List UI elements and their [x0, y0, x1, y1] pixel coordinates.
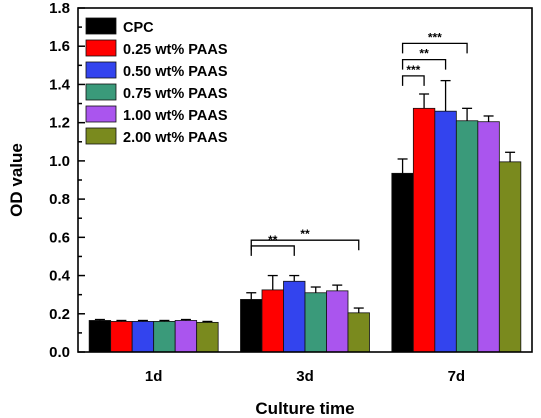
legend-label: 1.00 wt% PAAS — [123, 108, 228, 124]
bar — [391, 172, 414, 353]
significance-bracket — [401, 58, 447, 70]
significance-bracket — [401, 75, 425, 86]
legend-label: 0.50 wt% PAAS — [123, 64, 228, 80]
plot-frame — [77, 7, 533, 353]
legend-swatch — [85, 17, 117, 35]
bar — [347, 312, 370, 353]
y-tick-label: 1.2 — [49, 115, 70, 132]
bar — [304, 292, 327, 353]
bar — [326, 290, 349, 353]
y-axis-label: OD value — [7, 143, 26, 217]
bar — [434, 110, 457, 353]
bar — [88, 320, 112, 353]
significance-label: ** — [419, 47, 429, 61]
y-tick-label: 1.8 — [49, 0, 70, 17]
bar — [110, 321, 133, 353]
bar — [240, 299, 263, 353]
y-tick-label: 0.0 — [49, 344, 70, 361]
legend-swatch — [85, 39, 117, 57]
legend-label: 2.00 wt% PAAS — [123, 130, 228, 146]
x-tick-label: 3d — [296, 368, 314, 385]
bar — [283, 280, 306, 353]
x-tick-label: 1d — [145, 368, 163, 385]
significance-label: *** — [428, 30, 442, 44]
bar — [153, 321, 176, 353]
legend-swatch — [85, 61, 117, 79]
significance-bracket — [401, 42, 468, 54]
bar — [412, 107, 436, 353]
legend-label: 0.75 wt% PAAS — [123, 86, 228, 102]
legend-label: CPC — [123, 20, 154, 36]
significance-label: *** — [406, 63, 420, 77]
significance-bracket — [250, 245, 295, 256]
x-axis-ticks: 1d 3d 7d — [145, 346, 465, 385]
y-tick-label: 0.4 — [49, 268, 71, 285]
bar — [174, 320, 198, 353]
legend-swatch — [85, 83, 117, 101]
legend: CPC 0.25 wt% PAAS 0.50 wt% PAAS 0.75 wt% PA… — [85, 17, 228, 146]
bar — [131, 321, 155, 353]
legend-label: 0.25 wt% PAAS — [123, 42, 228, 58]
bar — [498, 161, 522, 353]
y-tick-label: 1.6 — [49, 38, 70, 55]
bar — [477, 121, 500, 353]
y-axis-ticks: 0.0 0.2 0.4 0.6 0.8 1.0 1.2 1.4 1.6 1.8 — [49, 0, 85, 361]
legend-swatch — [85, 105, 117, 123]
bar-series — [88, 107, 522, 353]
error-bars — [94, 79, 516, 323]
x-axis-label: Culture time — [255, 399, 354, 418]
y-tick-label: 0.6 — [49, 229, 70, 246]
y-tick-label: 0.2 — [49, 306, 70, 323]
legend-swatch — [85, 127, 117, 145]
significance-bracket — [250, 239, 360, 251]
bar — [455, 120, 479, 353]
significance-label: ** — [300, 227, 310, 241]
bar — [196, 321, 219, 353]
x-tick-label: 7d — [448, 368, 466, 385]
y-tick-label: 1.0 — [49, 153, 70, 170]
significance-brackets: ** ********** — [250, 30, 468, 256]
bar — [261, 289, 284, 353]
y-tick-label: 0.8 — [49, 191, 70, 208]
y-tick-label: 1.4 — [49, 76, 71, 93]
